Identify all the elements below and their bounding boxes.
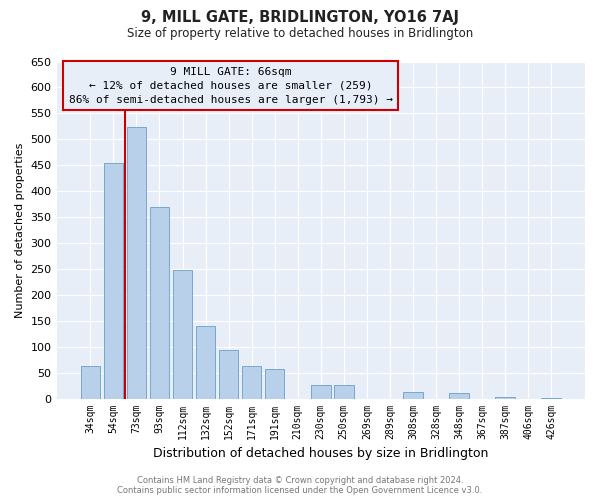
Bar xyxy=(104,162,123,398)
Bar xyxy=(334,384,353,398)
Text: Size of property relative to detached houses in Bridlington: Size of property relative to detached ho… xyxy=(127,28,473,40)
Bar xyxy=(403,392,423,398)
Bar xyxy=(173,270,193,398)
Text: 9, MILL GATE, BRIDLINGTON, YO16 7AJ: 9, MILL GATE, BRIDLINGTON, YO16 7AJ xyxy=(141,10,459,25)
Bar xyxy=(80,366,100,398)
Y-axis label: Number of detached properties: Number of detached properties xyxy=(15,142,25,318)
Bar xyxy=(196,326,215,398)
Bar xyxy=(496,397,515,398)
Bar xyxy=(127,128,146,398)
Bar xyxy=(449,394,469,398)
X-axis label: Distribution of detached houses by size in Bridlington: Distribution of detached houses by size … xyxy=(153,447,488,460)
Bar xyxy=(311,384,331,398)
Bar xyxy=(219,350,238,399)
Text: Contains HM Land Registry data © Crown copyright and database right 2024.
Contai: Contains HM Land Registry data © Crown c… xyxy=(118,476,482,495)
Bar xyxy=(242,366,262,398)
Bar xyxy=(265,369,284,398)
Bar xyxy=(149,206,169,398)
Text: 9 MILL GATE: 66sqm
← 12% of detached houses are smaller (259)
86% of semi-detach: 9 MILL GATE: 66sqm ← 12% of detached hou… xyxy=(69,66,393,104)
